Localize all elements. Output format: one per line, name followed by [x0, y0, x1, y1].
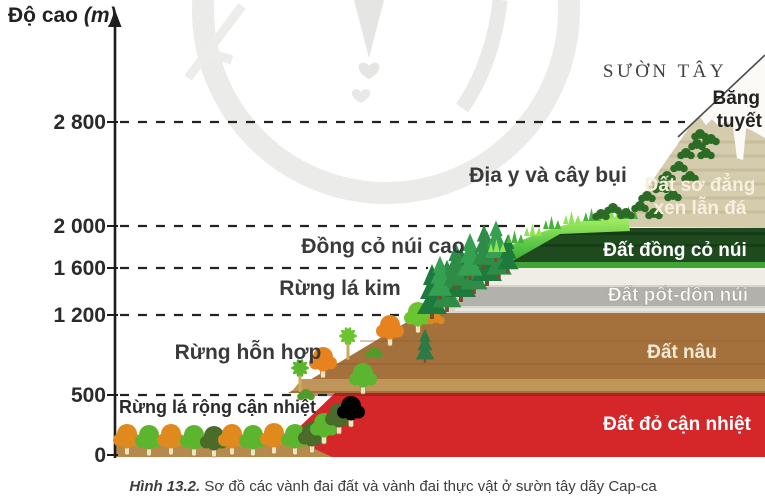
label-snow-line1: Băng: [713, 88, 761, 109]
slope-title: SƯỜN TÂY: [603, 60, 727, 82]
tick-0: 0: [94, 444, 106, 467]
label-lichen-shrub: Địa y và cây bụi: [469, 164, 627, 187]
shrub-icon: [604, 203, 622, 215]
alpine-grass: [486, 217, 630, 270]
grass-tuft-icon: [543, 216, 561, 229]
axis-title: Độ cao (m): [8, 4, 117, 27]
label-mixed-forest: Rừng hỗn hợp: [175, 340, 322, 364]
label-soil-brown: Đất nâu: [647, 342, 717, 363]
label-snow-line2: tuyết: [717, 111, 763, 132]
tick-1600: 1 600: [53, 257, 106, 280]
band-meadow-soil: [492, 228, 765, 268]
tick-1200: 1 200: [53, 304, 106, 327]
label-conifer-forest: Rừng lá kim: [279, 277, 400, 300]
band-red-soil: [268, 393, 765, 457]
label-broadleaf-forest: Rừng lá rộng cận nhiệt: [119, 397, 316, 417]
mountain-outline: [677, 54, 765, 138]
label-soil-meadow: Đất đồng cỏ núi: [603, 240, 747, 261]
grass-tuft-icon: [506, 230, 524, 243]
altitude-gridlines: [120, 120, 685, 397]
altitude-axis: [107, 10, 122, 458]
label-soil-primitive-line2: xen lẫn đá: [654, 197, 747, 219]
labels: Độ cao (m) 2 800 2 000 1 600 1 200 500 0…: [8, 4, 763, 467]
label-alpine-meadow: Đồng cỏ núi cao: [301, 235, 464, 258]
grass-tuft-icon: [563, 211, 581, 224]
label-soil-podzol: Đất pốt-dôn núi: [608, 285, 748, 306]
tick-2000: 2 000: [53, 215, 106, 238]
snow-cap: [680, 56, 765, 160]
band-brown-soil: [288, 313, 765, 393]
label-soil-primitive-line1: Đất sơ đẳng: [645, 174, 756, 196]
label-soil-red: Đất đỏ cận nhiệt: [603, 414, 751, 435]
tick-500: 500: [71, 384, 106, 407]
watermark-logo: [184, 0, 580, 204]
figure-caption: Hình 13.2. Sơ đồ các vành đai đất và vàn…: [129, 478, 657, 495]
tick-2800: 2 800: [53, 111, 106, 134]
